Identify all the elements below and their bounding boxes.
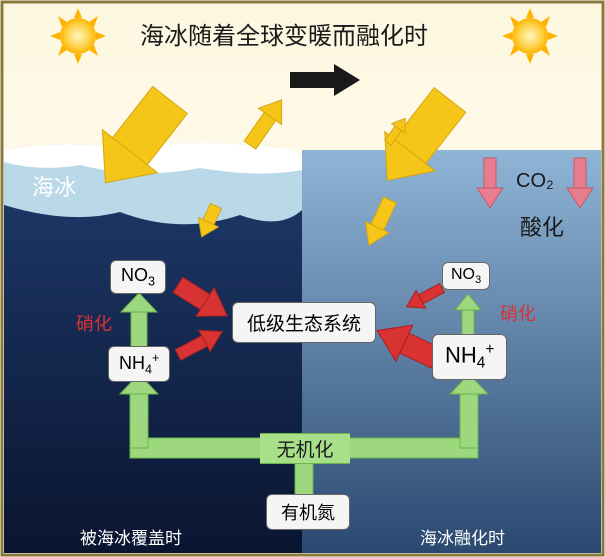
sun-left-icon xyxy=(50,8,106,64)
sun-right-icon xyxy=(502,8,558,64)
mineralization-label: 无机化 xyxy=(260,433,350,464)
co2-label: CO₂ xyxy=(516,170,554,193)
organic-nitrogen-box: 有机氮 xyxy=(266,494,350,530)
nitrification-right-label: 硝化 xyxy=(500,300,536,326)
no3-right-box: NO3 xyxy=(442,262,490,290)
nh4-right-box: NH4+ xyxy=(432,334,507,380)
background-svg xyxy=(0,0,605,557)
acidification-label: 酸化 xyxy=(520,210,564,242)
lower-ecosystem-box: 低级生态系统 xyxy=(232,302,376,343)
covered-caption: 被海冰覆盖时 xyxy=(80,524,182,549)
nh4-left-box: NH4+ xyxy=(108,346,170,382)
sea-ice-label: 海冰 xyxy=(32,170,76,202)
no3-left-box: NO3 xyxy=(110,260,166,294)
diagram-title: 海冰随着全球变暖而融化时 xyxy=(140,16,428,51)
nitrification-left-label: 硝化 xyxy=(76,310,112,336)
diagram-canvas: 海冰随着全球变暖而融化时 海冰 CO₂ 酸化 NO3 NH4+ NO3 NH4+… xyxy=(0,0,605,557)
melting-caption: 海冰融化时 xyxy=(420,524,505,549)
